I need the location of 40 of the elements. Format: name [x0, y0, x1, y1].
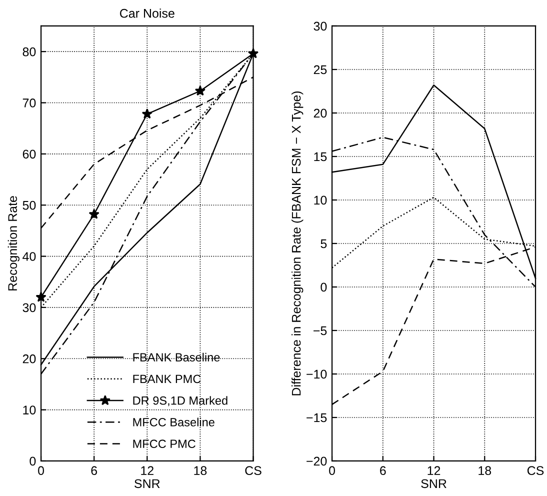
- legend-label: MFCC Baseline: [133, 418, 214, 426]
- y-tick-label: 0: [320, 282, 327, 292]
- y-tick-label: −5: [314, 326, 327, 336]
- y-tick-label: −10: [306, 370, 327, 379]
- x-tick-label: 18: [194, 466, 207, 476]
- x-axis-title: SNR: [421, 479, 446, 488]
- x-tick-label: 6: [380, 466, 386, 476]
- y-tick-label: 70: [22, 98, 36, 108]
- legend-label: FBANK PMC: [133, 374, 201, 384]
- x-tick-label: CS: [245, 466, 262, 476]
- y-tick-label: 5: [320, 239, 327, 248]
- x-tick-label: CS: [527, 466, 544, 476]
- y-tick-label: 10: [314, 196, 327, 205]
- x-tick-label: 0: [329, 466, 336, 476]
- x-axis-title: SNR: [134, 479, 160, 488]
- y-tick-label: 30: [22, 303, 36, 312]
- x-tick-label: 0: [38, 466, 44, 476]
- y-tick-label: 25: [314, 65, 327, 74]
- y-tick-label: 10: [23, 406, 36, 414]
- y-axis-title: Recognition Rate: [8, 196, 20, 290]
- y-tick-label: −20: [306, 456, 327, 466]
- legend-label: FBANK Baseline: [133, 352, 220, 362]
- y-tick-label: 20: [22, 354, 36, 364]
- y-axis-title: Difference in Recognition Rate (FBANK FSM − X Type): [292, 91, 304, 396]
- y-tick-label: 80: [22, 47, 36, 56]
- x-tick-label: 18: [478, 466, 492, 476]
- y-tick-label: 0: [30, 456, 36, 466]
- x-tick-label: 6: [91, 466, 98, 476]
- y-tick-label: 60: [22, 150, 36, 159]
- legend-label: DR 9S,1D Marked: [133, 396, 228, 406]
- y-tick-label: 50: [22, 200, 36, 210]
- y-tick-label: 40: [22, 252, 36, 261]
- y-tick-label: 30: [314, 22, 327, 31]
- chart-title: Car Noise: [120, 8, 174, 18]
- legend-label: MFCC PMC: [133, 440, 196, 448]
- y-tick-label: 20: [314, 108, 327, 118]
- x-tick-label: 12: [428, 466, 440, 475]
- y-tick-label: 15: [314, 152, 327, 162]
- y-tick-label: −15: [306, 413, 327, 422]
- x-tick-label: 12: [141, 466, 154, 475]
